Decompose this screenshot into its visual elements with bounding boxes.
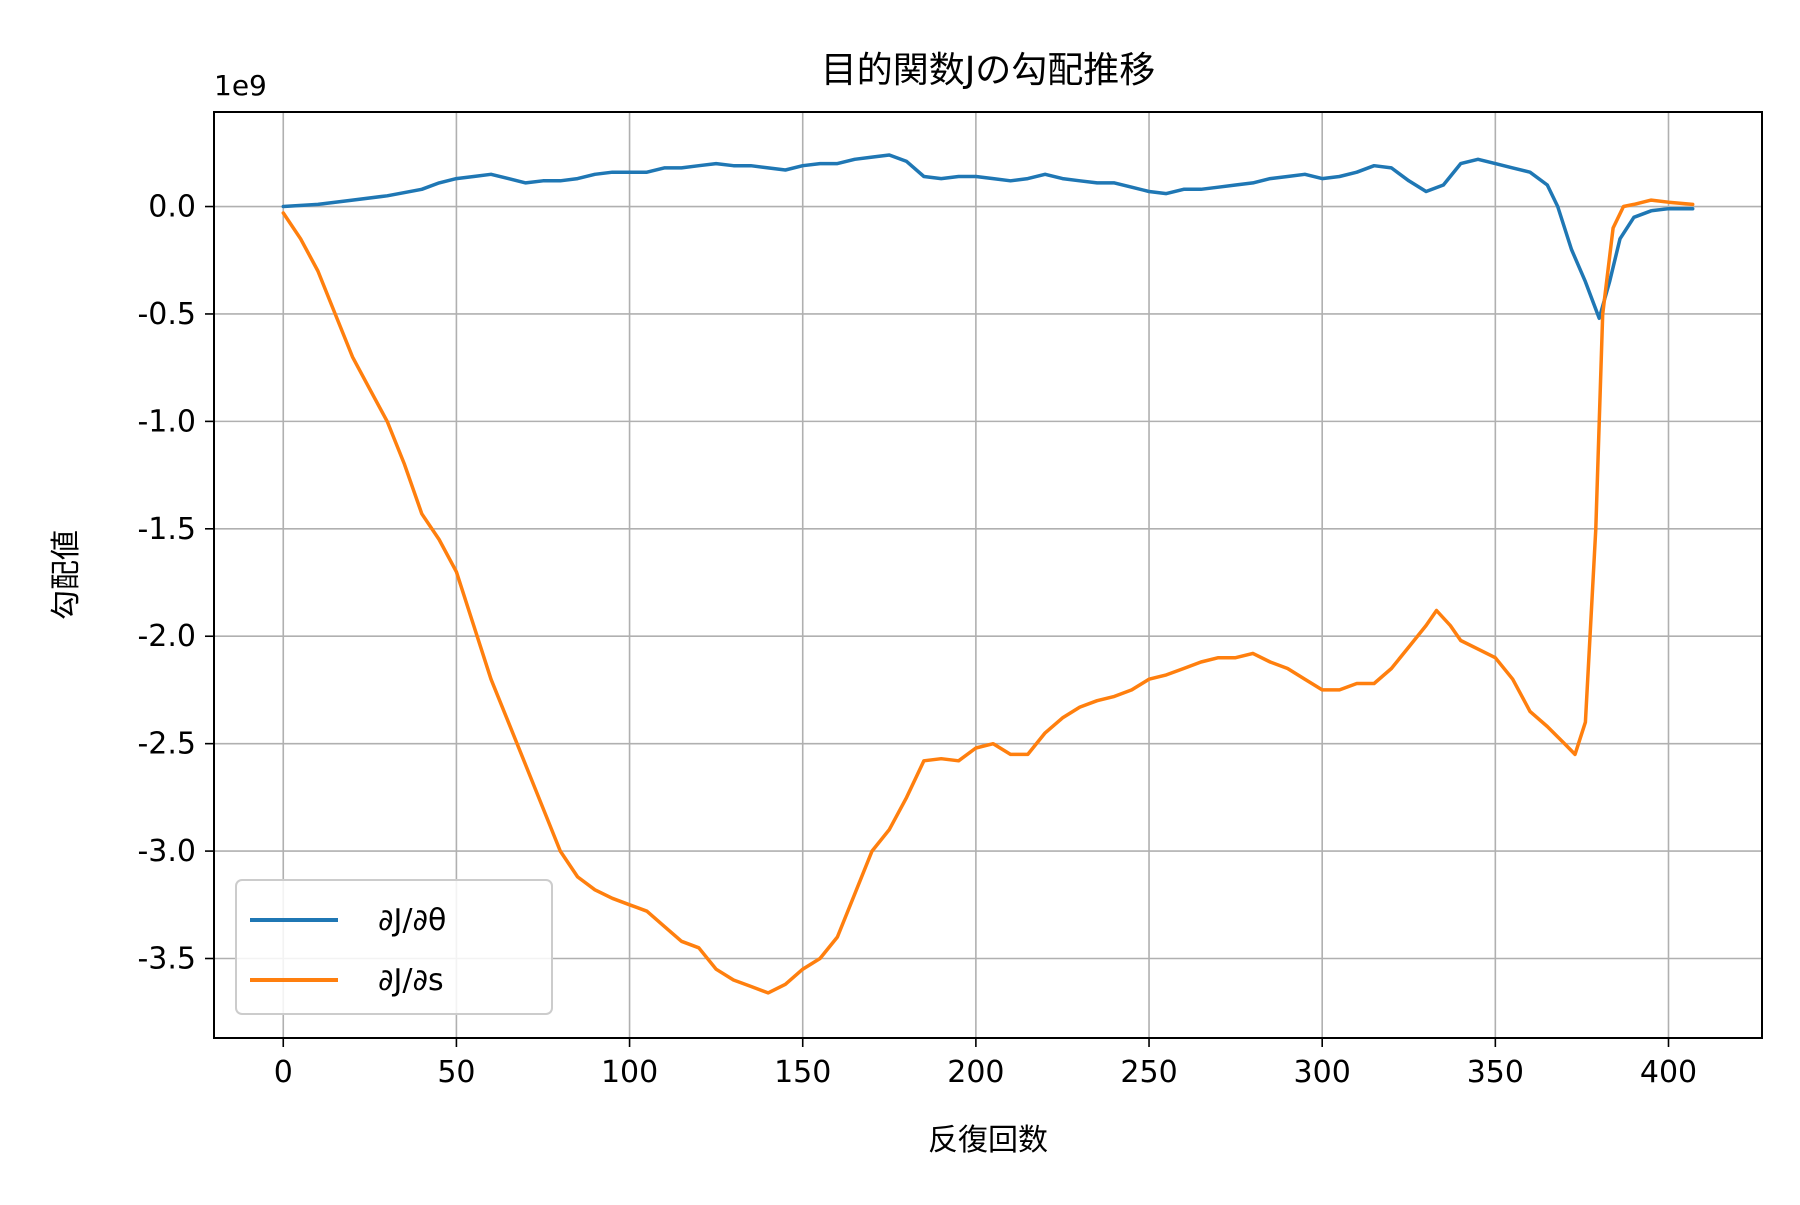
series-line-1 bbox=[281, 153, 1695, 321]
chart-title: 目的関数Jの勾配推移 bbox=[821, 50, 1156, 91]
x-tick-label: 250 bbox=[1120, 1055, 1177, 1090]
y-tick-label: -2.5 bbox=[137, 727, 196, 762]
x-axis-label: 反復回数 bbox=[928, 1123, 1048, 1158]
series-line-2 bbox=[281, 198, 1695, 995]
y-tick-label: -2.0 bbox=[137, 619, 196, 654]
y-tick-label: -0.5 bbox=[137, 297, 196, 332]
x-tick-label: 50 bbox=[437, 1055, 475, 1090]
y-tick-label: 0.0 bbox=[148, 190, 196, 225]
x-tick-label: 400 bbox=[1640, 1055, 1697, 1090]
legend-label-series-2: ∂J/∂s bbox=[378, 963, 444, 998]
legend-label-series-1: ∂J/∂θ bbox=[378, 903, 446, 938]
y-tick-label: -1.5 bbox=[137, 512, 196, 547]
x-tick-label: 150 bbox=[774, 1055, 831, 1090]
legend: ∂J/∂θ ∂J/∂s bbox=[235, 879, 553, 1015]
axis-ticks: 0 50 100 150 200 250 300 350 400 0.0 -0.5 -1.0 -1.5 -… bbox=[137, 190, 1697, 1090]
y-tick-label: -1.0 bbox=[137, 404, 196, 439]
x-tick-label: 0 bbox=[274, 1055, 293, 1090]
y-axis-label: 勾配値 bbox=[49, 530, 84, 620]
plot-area-frame bbox=[213, 111, 1763, 1039]
y-tick-label: -3.5 bbox=[137, 942, 196, 977]
x-tick-label: 300 bbox=[1294, 1055, 1351, 1090]
x-tick-label: 350 bbox=[1467, 1055, 1524, 1090]
y-tick-label: -3.0 bbox=[137, 834, 196, 869]
series-lines bbox=[281, 153, 1695, 995]
grid bbox=[214, 112, 1762, 1038]
y-offset-label: 1e9 bbox=[214, 69, 267, 102]
x-tick-label: 200 bbox=[947, 1055, 1004, 1090]
x-tick-label: 100 bbox=[601, 1055, 658, 1090]
